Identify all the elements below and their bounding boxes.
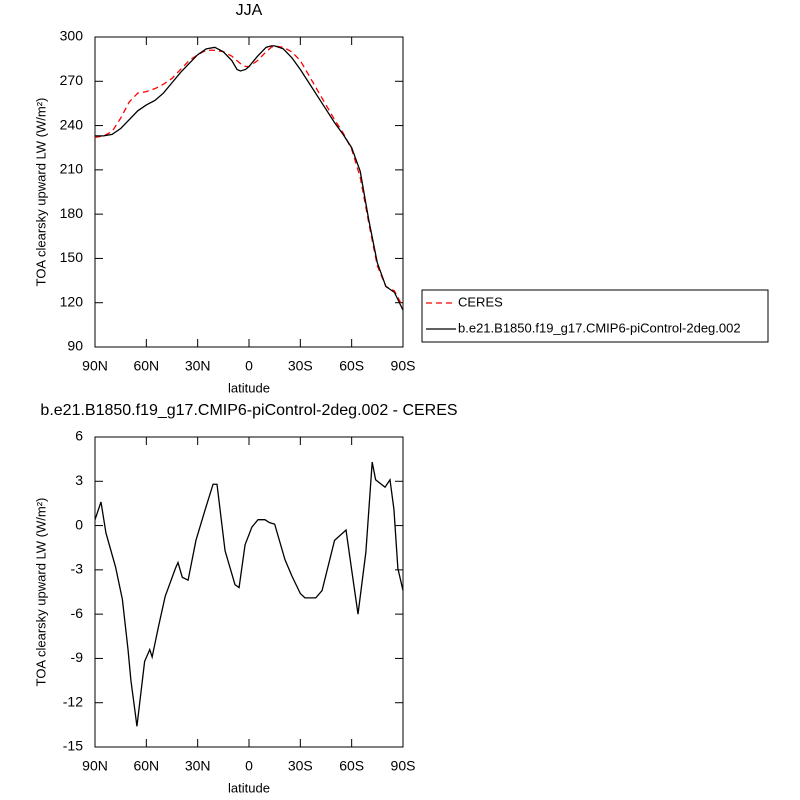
x-tick-label: 90N (82, 358, 108, 374)
x-tick-label: 30N (185, 358, 211, 374)
x-tick-label: 30S (288, 358, 313, 374)
legend-label: CERES (458, 294, 503, 309)
y-tick-label: 210 (60, 161, 84, 177)
chart-title: b.e21.B1850.f19_g17.CMIP6-piControl-2deg… (40, 402, 457, 419)
legend-box (421, 289, 769, 343)
y-tick-label: 120 (60, 293, 84, 309)
y-tick-label: -6 (71, 605, 84, 621)
x-tick-label: 60S (339, 758, 364, 774)
x-tick-label: 90N (82, 758, 108, 774)
y-tick-label: 0 (75, 516, 83, 532)
plot-frame (94, 36, 404, 348)
y-tick-label: 6 (75, 428, 83, 444)
y-tick-label: 240 (60, 116, 84, 132)
y-tick-label: 150 (60, 249, 84, 265)
plot-frame (94, 436, 404, 748)
data-line (94, 45, 404, 308)
x-tick-label: 0 (245, 758, 253, 774)
x-tick-label: 90S (391, 358, 416, 374)
y-tick-label: 270 (60, 72, 84, 88)
legend-label: b.e21.B1850.f19_g17.CMIP6-piControl-2deg… (458, 320, 741, 335)
y-axis-label: TOA clearsky upward LW (W/m²) (33, 498, 48, 687)
x-tick-label: 30N (185, 758, 211, 774)
data-line (95, 45, 404, 311)
y-tick-label: -12 (63, 693, 83, 709)
x-tick-label: 0 (245, 358, 253, 374)
y-tick-label: 180 (60, 205, 84, 221)
x-axis-label: latitude (228, 380, 270, 395)
y-tick-label: 3 (75, 472, 83, 488)
x-tick-label: 90S (391, 758, 416, 774)
y-tick-label: -15 (63, 738, 83, 754)
x-tick-label: 60S (339, 358, 364, 374)
y-tick-label: 300 (60, 28, 84, 44)
x-tick-label: 60N (133, 758, 159, 774)
y-tick-label: 90 (67, 338, 83, 354)
x-tick-label: 60N (133, 358, 159, 374)
x-tick-label: 30S (288, 758, 313, 774)
data-line (94, 461, 404, 727)
x-axis-label: latitude (228, 780, 270, 795)
y-axis-label: TOA clearsky upward LW (W/m²) (33, 98, 48, 287)
y-tick-label: -9 (71, 649, 84, 665)
chart-title: JJA (236, 2, 263, 19)
y-tick-label: -3 (71, 561, 84, 577)
